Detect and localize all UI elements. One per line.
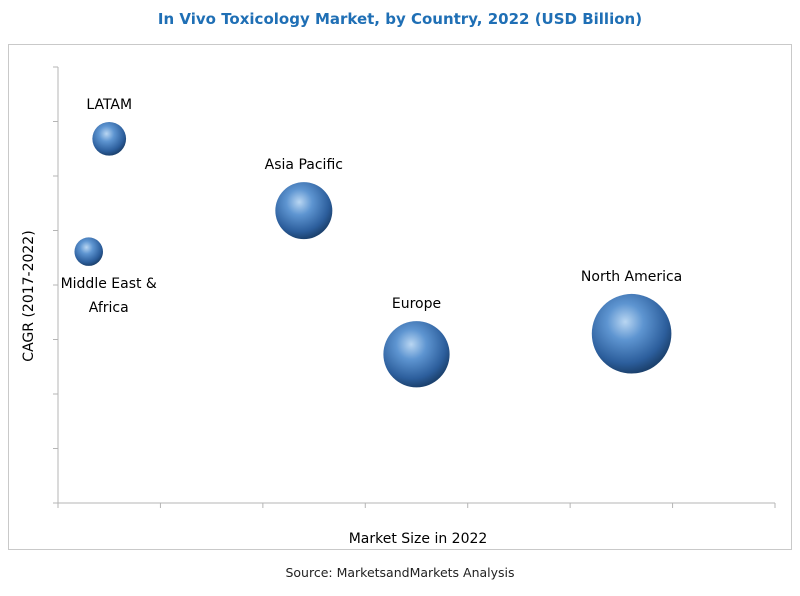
label-asia-pacific: Asia Pacific	[265, 157, 343, 173]
bubble-europe	[383, 321, 450, 388]
y-axis-title: CAGR (2017-2022)	[21, 230, 37, 361]
label-europe: Europe	[392, 296, 441, 312]
bubble-chart: LATAM Middle East & Africa Asia Pacific Euro…	[21, 66, 776, 547]
chart-frame: LATAM Middle East & Africa Asia Pacific Euro…	[8, 44, 792, 550]
chart-title: In Vivo Toxicology Market, by Country, 2…	[157, 10, 643, 28]
bubble-middle-east-africa	[74, 237, 103, 266]
bubble-north-america	[591, 293, 672, 374]
label-latam: LATAM	[86, 97, 132, 113]
x-axis-title: Market Size in 2022	[349, 531, 488, 547]
label-north-america: North America	[581, 269, 682, 285]
label-middle-east-africa: Middle East & Africa	[61, 276, 157, 316]
source-note: Source: MarketsandMarkets Analysis	[285, 565, 515, 580]
bubble-asia-pacific	[275, 182, 333, 240]
bubble-latam	[92, 121, 127, 156]
